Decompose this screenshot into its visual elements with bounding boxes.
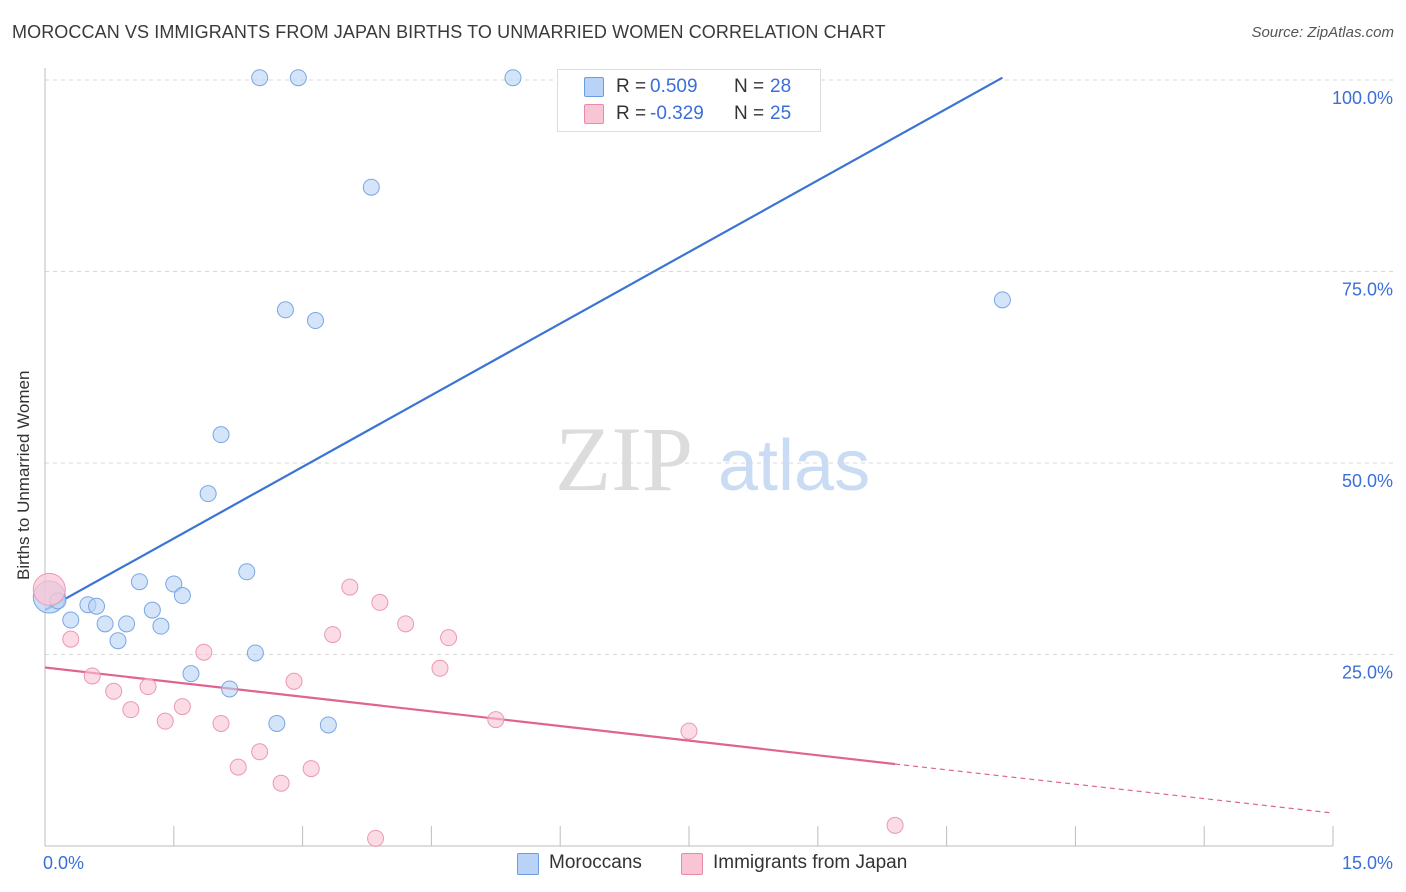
r-label: R = [616,76,647,97]
point-moroccans [276,301,294,319]
point-moroccans [238,563,256,581]
point-japan [886,816,904,834]
y-tick-label: 50.0% [1342,471,1393,491]
point-japan [324,626,342,644]
chart-title: MOROCCAN VS IMMIGRANTS FROM JAPAN BIRTHS… [12,22,886,42]
stats-swatch-japan [584,104,604,124]
y-tick-label: 100.0% [1332,88,1393,108]
stats-row-moroccans: R = 0.509 N = 28 [558,74,820,100]
point-moroccans [504,69,522,87]
x-tick-label: 0.0% [43,853,84,873]
point-japan [62,630,80,648]
stats-row-japan: R = -0.329 N = 25 [558,101,820,127]
point-japan [302,760,320,778]
trend-line-moroccans [44,76,1003,612]
point-japan [173,698,191,716]
point-japan [487,711,505,729]
legend-label: Immigrants from Japan [713,852,908,873]
point-japan [139,678,157,696]
point-moroccans [182,665,200,683]
point-japan [229,758,247,776]
tick-labels: 25.0% 50.0% 75.0% 100.0% 0.0% 15.0% [43,88,1393,873]
point-moroccans [362,178,380,196]
point-moroccans [173,587,191,605]
point-japan [397,615,415,633]
point-moroccans [143,601,161,619]
point-moroccans [289,69,307,87]
point-moroccans [165,575,183,593]
point-japan [371,593,389,611]
r-value: 0.509 [650,76,698,97]
y-tick-label: 25.0% [1342,663,1393,683]
point-japan [156,712,174,730]
point-moroccans [130,573,148,591]
legend-swatch-japan [681,853,703,875]
point-japan [431,659,449,677]
point-moroccans [62,611,80,629]
point-moroccans [118,615,136,633]
stats-box: R = 0.509 N = 28 R = -0.329 N = 25 [557,69,821,132]
watermark-zip: ZIP [555,408,693,510]
point-moroccans [152,617,170,635]
point-japan [440,629,458,647]
point-moroccans [268,714,286,732]
point-moroccans [199,485,217,503]
y-tick-label: 75.0% [1342,280,1393,300]
watermark-atlas: atlas [718,426,870,506]
point-moroccans [96,615,114,633]
point-moroccans [88,597,106,615]
point-moroccans [109,632,127,650]
point-japan [680,722,698,740]
point-japan [285,672,303,690]
point-japan [341,578,359,596]
point-japan [105,682,123,700]
trend-lines [44,76,1334,814]
point-moroccans [251,69,269,87]
point-japan [367,829,385,847]
n-label: N = [734,76,765,97]
n-value: 28 [770,76,792,97]
data-points [32,69,1011,847]
n-value: 25 [770,103,792,124]
point-moroccans [319,716,337,734]
r-label: R = [616,103,647,124]
point-moroccans [212,426,230,444]
point-japan [83,667,101,685]
point-japan [122,701,140,719]
point-japan [251,743,269,761]
n-label: N = [734,103,765,124]
trend-extension-japan [895,763,1334,814]
trend-line-japan [44,666,896,766]
point-moroccans [993,291,1011,309]
y-axis-label: Births to Unmarried Women [14,370,33,580]
x-tick-label: 15.0% [1342,853,1393,873]
point-moroccans [306,312,324,330]
legend-label: Moroccans [549,852,642,873]
point-japan [272,774,290,792]
point-japan [212,714,230,732]
point-japan [32,572,66,606]
watermark: ZIP atlas [555,408,870,510]
axes [44,68,1334,847]
r-value: -0.329 [650,103,704,124]
point-moroccans [221,680,239,698]
point-japan [195,643,213,661]
legend-swatch-moroccans [517,853,539,875]
source-label: Source: ZipAtlas.com [1251,24,1394,41]
point-moroccans [246,644,264,662]
stats-swatch-moroccans [584,77,604,97]
